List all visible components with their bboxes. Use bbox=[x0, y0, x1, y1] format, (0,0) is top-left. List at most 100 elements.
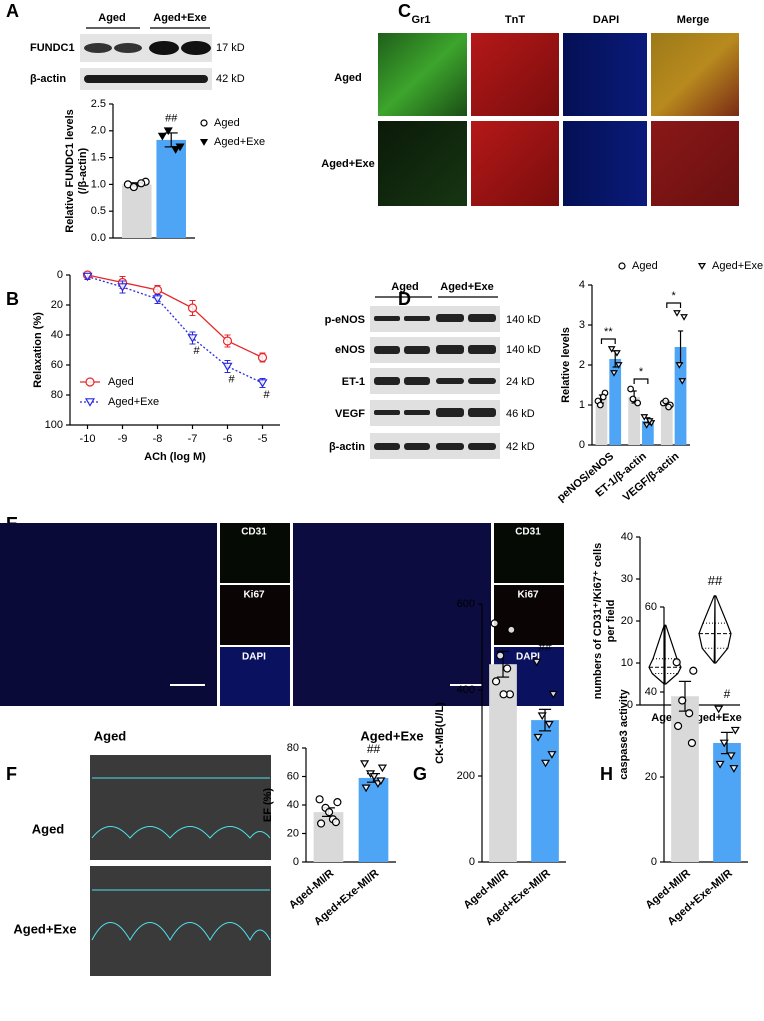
data-point bbox=[640, 414, 649, 421]
data-point bbox=[222, 362, 233, 372]
x-tick-label: VEGF/β-actin bbox=[621, 450, 682, 504]
panel-label: F bbox=[6, 764, 17, 784]
bar bbox=[358, 777, 389, 862]
bar bbox=[122, 184, 152, 238]
x-tick-label: Aged+Exe bbox=[688, 712, 742, 724]
legend-label: Aged bbox=[214, 117, 240, 129]
blot-row-label: VEGF bbox=[335, 408, 365, 420]
legend-label: Aged+Exe bbox=[712, 260, 763, 272]
panel-label: B bbox=[6, 289, 19, 309]
group-label: Aged bbox=[391, 281, 419, 293]
series-line bbox=[87, 274, 263, 359]
data-point bbox=[316, 819, 326, 828]
y-axis-label: EF (%) bbox=[262, 788, 274, 823]
data-point bbox=[618, 262, 626, 270]
data-point bbox=[627, 385, 635, 393]
blot-size: 140 kD bbox=[506, 314, 541, 326]
data-point bbox=[171, 146, 181, 154]
data-point bbox=[85, 377, 95, 387]
y-axis-label: CK-MB(U/L) bbox=[434, 702, 446, 764]
data-point bbox=[548, 690, 558, 699]
data-point bbox=[315, 795, 324, 804]
y-tick-label: 4 bbox=[579, 279, 585, 291]
column-label: TnT bbox=[505, 14, 525, 26]
y-tick-label: 0.0 bbox=[91, 232, 106, 244]
significance: ## bbox=[538, 640, 552, 654]
data-point bbox=[491, 677, 501, 686]
data-point bbox=[596, 401, 604, 409]
data-point bbox=[614, 362, 623, 369]
data-point bbox=[675, 362, 684, 369]
data-point bbox=[687, 738, 697, 748]
blot-row-label: ET-1 bbox=[342, 376, 365, 388]
channel-label: CD31 bbox=[241, 527, 267, 538]
y-tick-label: 60 bbox=[287, 770, 299, 782]
micrograph bbox=[220, 585, 290, 645]
micrograph bbox=[378, 33, 467, 116]
panel-f: Aged Aged+Exe bbox=[13, 755, 271, 976]
micrograph bbox=[220, 523, 290, 583]
y-tick-label: 1 bbox=[579, 399, 585, 411]
x-tick-label: -9 bbox=[118, 433, 128, 445]
data-point bbox=[507, 625, 516, 634]
panel-label: H bbox=[600, 764, 613, 784]
y-tick-label: 2 bbox=[579, 359, 585, 371]
data-point bbox=[82, 272, 93, 282]
blot-size: 140 kD bbox=[506, 344, 541, 356]
column-label: DAPI bbox=[593, 14, 619, 26]
y-tick-label: 40 bbox=[51, 329, 63, 341]
data-point bbox=[496, 651, 505, 660]
legend-label: Aged bbox=[632, 260, 658, 272]
y-axis-label: Relative FUNDC1 levels bbox=[64, 109, 76, 233]
blot-a: Aged Aged+Exe FUNDC1 17 kD β-actin 42 kD bbox=[30, 12, 245, 90]
y-tick-label: 80 bbox=[287, 742, 299, 754]
blot-size: 42 kD bbox=[506, 441, 535, 453]
y-tick-label: 60 bbox=[645, 601, 657, 613]
y-axis-label: caspase3 activity bbox=[618, 688, 630, 779]
blot-row-label: β-actin bbox=[329, 441, 365, 453]
data-point bbox=[257, 352, 268, 363]
data-point bbox=[672, 658, 681, 667]
data-point bbox=[729, 765, 739, 773]
column-label: Merge bbox=[677, 14, 709, 26]
y-tick-label: 200 bbox=[457, 770, 475, 782]
data-point bbox=[634, 399, 642, 407]
data-point bbox=[490, 619, 499, 628]
blot-size: 46 kD bbox=[506, 408, 535, 420]
y-tick-label: 60 bbox=[51, 359, 63, 371]
blot-d: Aged Aged+Exe p-eNOS eNOS ET-1 VEGF β-ac… bbox=[325, 281, 541, 459]
data-point bbox=[187, 303, 198, 313]
data-point bbox=[324, 808, 334, 817]
blot-band bbox=[114, 43, 142, 53]
echo-image bbox=[90, 866, 271, 976]
data-point bbox=[187, 334, 198, 343]
data-point bbox=[199, 139, 209, 146]
y-axis-label: Relative levels bbox=[560, 327, 572, 403]
y-tick-label: 40 bbox=[645, 686, 657, 698]
data-point bbox=[200, 119, 208, 127]
data-point bbox=[157, 132, 167, 141]
y-tick-label: 0 bbox=[293, 856, 299, 868]
y-tick-label: 2.0 bbox=[91, 125, 106, 137]
bar bbox=[660, 403, 673, 445]
data-point bbox=[333, 798, 342, 807]
data-point bbox=[680, 314, 688, 321]
blot-band bbox=[181, 41, 211, 55]
x-tick-label: peNOS/eNOS bbox=[555, 450, 616, 504]
data-point bbox=[678, 378, 687, 385]
data-point bbox=[377, 764, 387, 773]
blot-row-label: eNOS bbox=[335, 344, 365, 356]
data-point bbox=[610, 370, 618, 377]
panel-label: D bbox=[398, 289, 411, 309]
panel-e: CD31 Ki67 DAPI CD31 Ki67 DAPI Aged Aged+… bbox=[0, 523, 564, 743]
bar bbox=[641, 421, 654, 445]
significance: ## bbox=[367, 742, 381, 756]
bar bbox=[628, 397, 641, 445]
data-point bbox=[369, 773, 379, 781]
micrograph bbox=[494, 523, 564, 583]
y-axis-label: numbers of CD31⁺/Ki67⁺ cells bbox=[592, 543, 604, 700]
legend-label: Aged+Exe bbox=[108, 396, 159, 408]
y-tick-label: 0 bbox=[627, 699, 633, 711]
y-tick-label: 40 bbox=[287, 799, 299, 811]
blot-band bbox=[84, 43, 112, 53]
